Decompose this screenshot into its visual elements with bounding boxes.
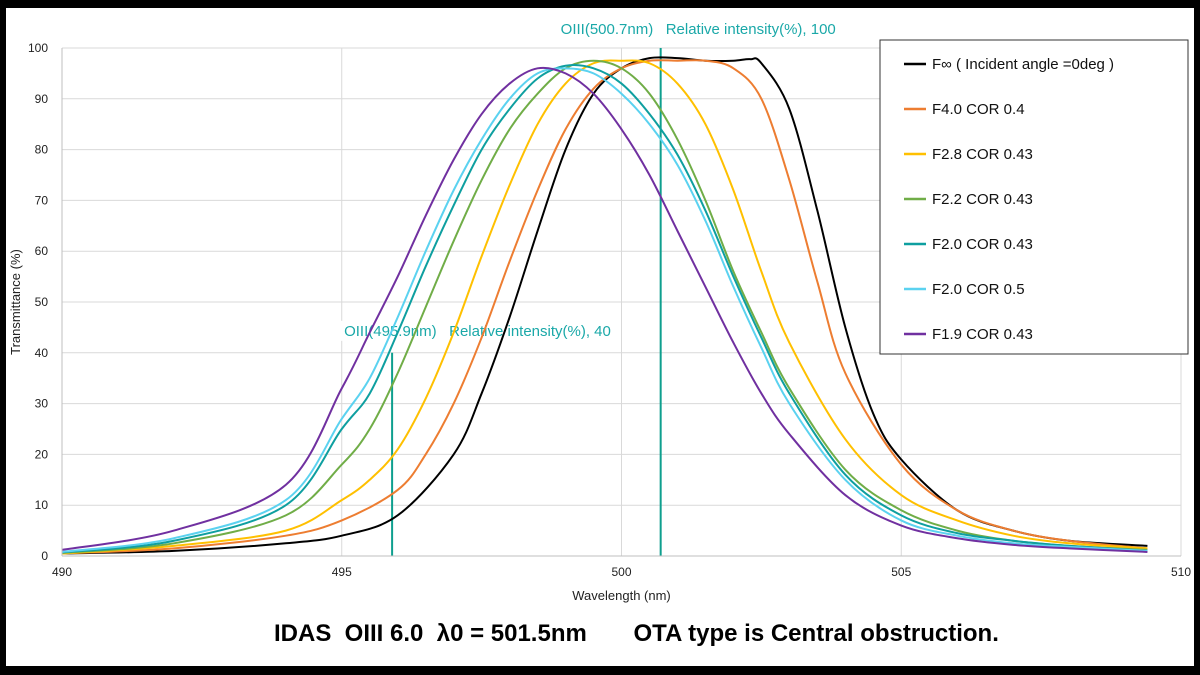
x-tick-label: 500 [611,565,631,579]
x-tick-label: 505 [891,565,911,579]
y-tick-label: 70 [35,193,49,207]
y-tick-label: 10 [35,498,49,512]
legend-box [879,39,1189,355]
y-tick-label: 40 [35,346,49,360]
y-tick-label: 50 [35,295,49,309]
series-line-7 [61,66,1148,553]
annotation-label: OIII(500.7nm) Relative intensity(%), 100 [561,21,836,38]
annotation-label-bg [340,320,615,341]
legend-label: F∞ ( Incident angle =0deg ) [932,56,1114,73]
chart-frame: OIII(500.7nm) Relative intensity(%), 100… [6,8,1194,666]
series-lines [61,56,1148,555]
y-tick-label: 60 [35,244,49,258]
y-tick-label: 100 [28,41,48,55]
y-tick-label: 0 [41,549,48,563]
series-line-6 [61,67,1148,553]
legend-label: F4.0 COR 0.4 [932,101,1025,118]
legend-label: F2.0 COR 0.5 [932,281,1025,298]
series-line-5 [61,64,1148,554]
x-tick-label: 490 [52,565,72,579]
x-tick-label: 510 [1171,565,1191,579]
transmittance-chart: OIII(500.7nm) Relative intensity(%), 100… [8,19,1191,603]
series-line-2 [61,59,1148,555]
y-tick-label: 90 [35,92,49,106]
annotation-lines: OIII(500.7nm) Relative intensity(%), 100… [340,19,840,556]
series-line-4 [61,59,1148,554]
y-tick-label: 80 [35,143,49,157]
legend-label: F2.2 COR 0.43 [932,191,1033,208]
legend-label: F2.8 COR 0.43 [932,146,1033,163]
y-tick-label: 30 [35,397,49,411]
y-axis-label: Transmittance (%) [8,249,23,355]
legend-label: F2.0 COR 0.43 [932,236,1033,253]
chart-caption: IDAS OIII 6.0 λ0 = 501.5nm OTA type is C… [274,620,999,647]
y-tick-label: 20 [35,447,49,461]
x-axis-label: Wavelength (nm) [572,588,671,603]
legend-label: F1.9 COR 0.43 [932,326,1033,343]
series-line-1 [61,56,1148,555]
legend: F∞ ( Incident angle =0deg ) F4.0 COR 0.4 F… [879,39,1189,355]
axes: 0 10 20 30 40 50 60 70 80 90 100 490 495 500 505 510 Wav… [8,41,1191,603]
annotation-label: OIII(495.9nm) Relative intensity(%), 40 [344,323,611,340]
x-tick-label: 495 [332,565,352,579]
annotation-label-bg [556,19,840,39]
